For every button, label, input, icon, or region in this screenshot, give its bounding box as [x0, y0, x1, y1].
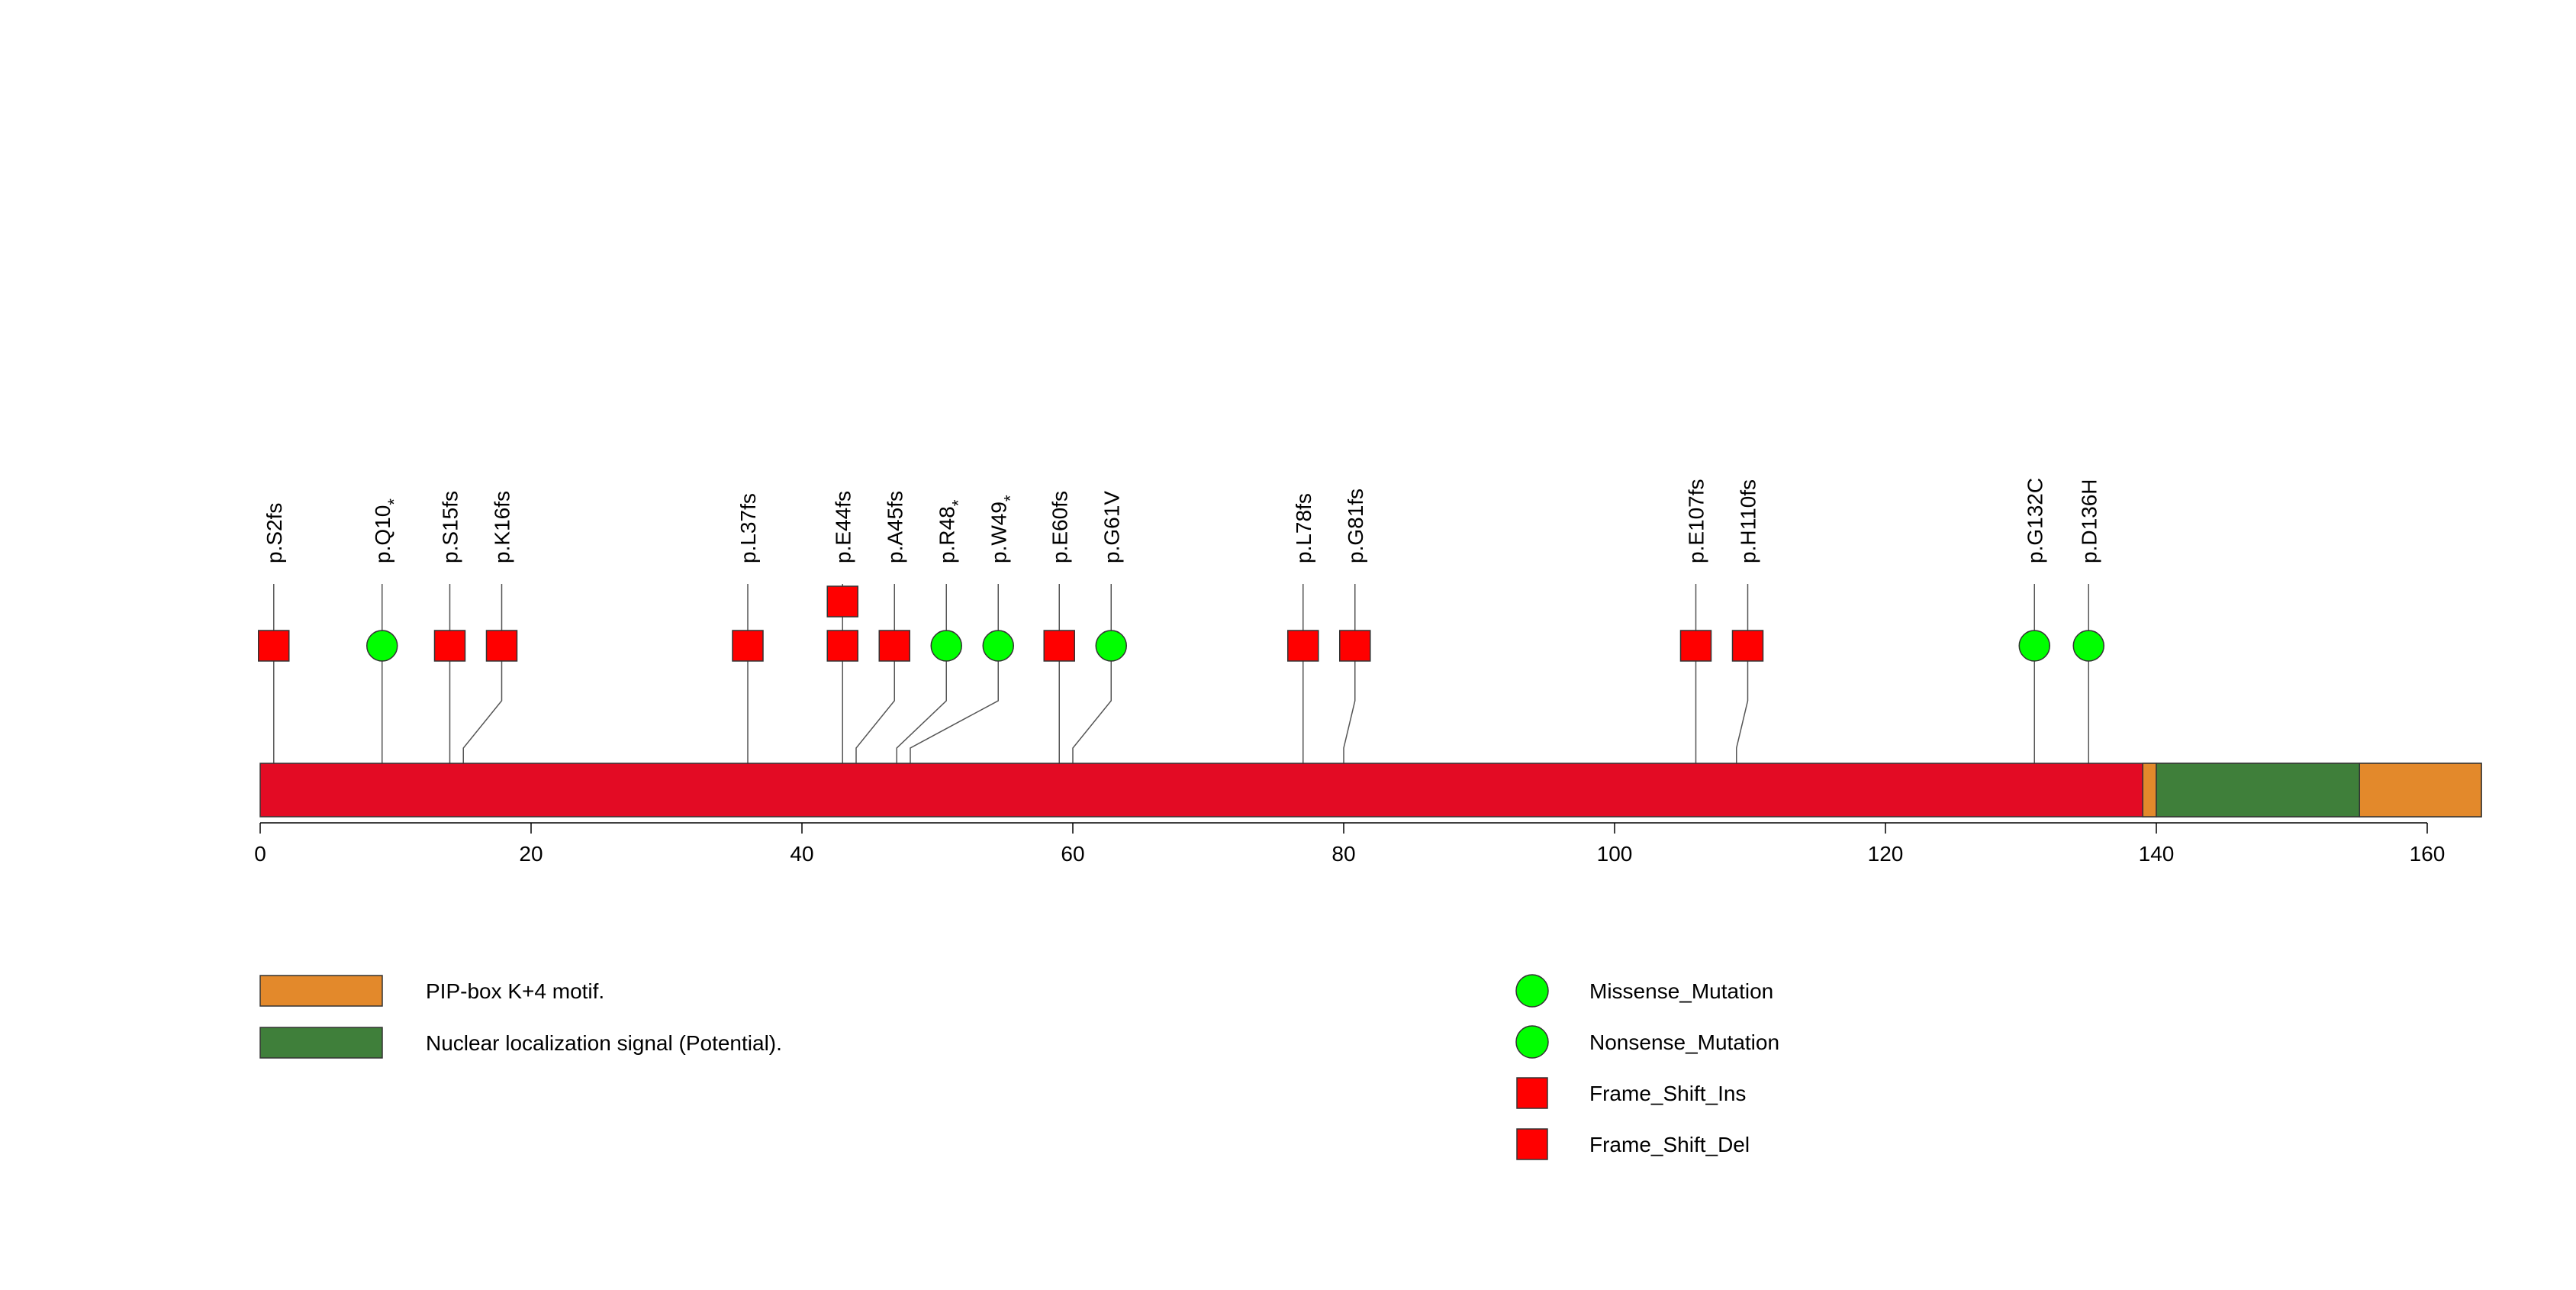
domain-bar: [2142, 763, 2157, 818]
mutation-label: p.Q10*: [371, 498, 404, 563]
mutation-legend-label: Frame_Shift_Del: [1589, 1133, 1750, 1156]
domain-legend-label: PIP-box K+4 motif.: [426, 979, 604, 1003]
mutation-marker-circle: [366, 630, 398, 662]
x-axis-tick-label: 80: [1331, 842, 1355, 866]
mutation-marker-square: [485, 630, 518, 662]
x-axis-tick-label: 140: [2139, 842, 2175, 866]
mutation-marker-square: [732, 630, 764, 662]
mutation-marker-square: [1679, 630, 1712, 662]
x-axis-tick-label: 120: [1868, 842, 1904, 866]
mutation-label: p.G61V: [1100, 491, 1123, 563]
protein-backbone: [259, 763, 2482, 818]
mutation-label: p.D136H: [2077, 479, 2101, 563]
legend-square-icon: [1516, 1128, 1548, 1160]
mutation-marker-square: [1043, 630, 1075, 662]
mutation-label: p.W49*: [987, 495, 1019, 563]
legend-square-icon: [1516, 1077, 1548, 1109]
domain-bar: [2156, 763, 2360, 818]
domain-legend-label: Nuclear localization signal (Potential).: [426, 1031, 782, 1055]
protein-backbone-bar: [259, 763, 2482, 818]
mutation-label: p.H110fs: [1737, 479, 1760, 563]
mutation-label: p.L78fs: [1292, 493, 1315, 563]
mutation-label: p.E107fs: [1685, 479, 1708, 563]
mutation-marker-square: [826, 630, 858, 662]
mutation-marker-circle: [982, 630, 1014, 662]
mutation-marker-circle: [930, 630, 962, 662]
mutation-labels: p.S2fs p.Q10* p.S15fs p.K16fs p.L37fs p.E44fs…: [262, 478, 2101, 563]
mutation-label: p.A45fs: [883, 491, 906, 563]
legend-circle-icon: [1515, 974, 1549, 1008]
x-axis-tick-label: 60: [1061, 842, 1084, 866]
mutation-markers: [258, 585, 2104, 662]
x-axis-tick-label: 40: [790, 842, 813, 866]
mutation-legend-label: Nonsense_Mutation: [1589, 1030, 1779, 1054]
mutation-marker-square: [258, 630, 290, 662]
mutation-label: p.G132C: [2023, 478, 2046, 563]
mutation-label: p.G81fs: [1344, 489, 1367, 563]
x-axis-tick-label: 0: [254, 842, 266, 866]
domain-bar: [2359, 763, 2482, 818]
mutation-label: p.S2fs: [262, 503, 286, 563]
mutation-marker-circle: [1095, 630, 1127, 662]
domain-legend: PIP-box K+4 motif. Nuclear localization s…: [259, 975, 782, 1059]
mutation-legend-label: Frame_Shift_Ins: [1589, 1082, 1746, 1105]
mutation-legend-label: Missense_Mutation: [1589, 979, 1773, 1003]
mutation-label: p.S15fs: [439, 491, 462, 563]
mutation-label: p.K16fs: [491, 491, 514, 563]
mutation-label: p.E44fs: [831, 491, 855, 563]
x-axis: 0 20 40 60 80 100 120 140 160: [254, 822, 2446, 866]
mutation-marker-circle: [2018, 630, 2050, 662]
mutation-marker-square: [1339, 630, 1371, 662]
mutation-label: p.R48*: [935, 499, 968, 563]
x-axis-tick-label: 160: [2410, 842, 2446, 866]
mutation-label: p.E60fs: [1048, 491, 1071, 563]
mutation-marker-square: [878, 630, 910, 662]
domain-legend-swatch: [259, 1027, 383, 1059]
mutation-marker-square: [433, 630, 466, 662]
mutation-label: p.L37fs: [736, 493, 760, 563]
x-axis-tick-label: 100: [1597, 842, 1633, 866]
mutation-marker-circle: [2072, 630, 2104, 662]
mutation-marker-square: [826, 585, 858, 618]
mutation-marker-square: [1287, 630, 1319, 662]
mutation-marker-square: [1731, 630, 1764, 662]
x-axis-tick-label: 20: [519, 842, 543, 866]
domain-legend-swatch: [259, 975, 383, 1007]
legend-circle-icon: [1515, 1025, 1549, 1059]
mutation-type-legend: Missense_Mutation Nonsense_Mutation Frame_…: [1515, 974, 1779, 1160]
